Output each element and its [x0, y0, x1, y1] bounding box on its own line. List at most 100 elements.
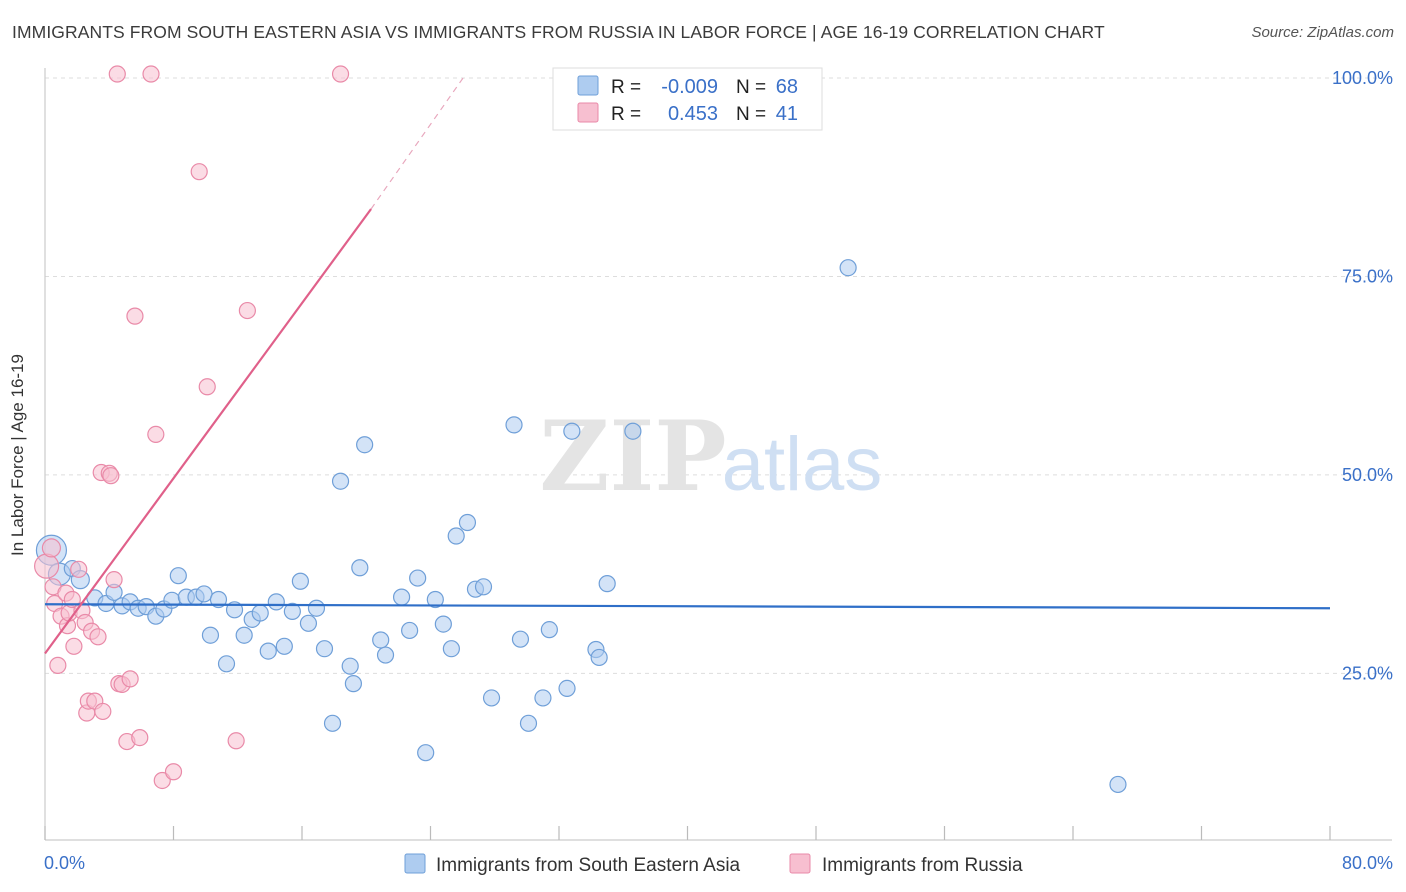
watermark-zip: ZIP: [539, 400, 726, 513]
point-southeast-asia: [323, 714, 342, 732]
point-russia: [105, 571, 123, 589]
legend-label-southeast-asia: Immigrants from South Eastern Asia: [436, 855, 741, 876]
point-russia: [164, 763, 183, 781]
legend-swatch-southeast-asia: [404, 853, 426, 874]
axes: [44, 68, 1392, 841]
y-tick-label: 25.0%: [1342, 663, 1393, 683]
point-russia: [94, 702, 112, 721]
y-tick-label: 100.0%: [1332, 68, 1393, 88]
grid-lines: [45, 77, 1392, 674]
point-southeast-asia: [598, 575, 616, 593]
point-russia: [142, 65, 160, 83]
x-tick-label-max: 80.0%: [1342, 853, 1393, 873]
point-russia: [108, 65, 126, 83]
point-southeast-asia: [447, 527, 465, 545]
series-russia-points: [34, 65, 350, 790]
point-russia: [147, 425, 165, 443]
point-russia: [121, 670, 139, 688]
stats-legend: R = -0.009 N = 68 R = 0.453 N = 41: [552, 67, 823, 131]
point-russia: [49, 656, 67, 674]
point-southeast-asia: [511, 630, 530, 648]
point-southeast-asia: [341, 657, 359, 675]
tick-labels: 25.0% 50.0% 75.0% 100.0% 0.0% 80.0%: [44, 68, 1393, 873]
source-credit: Source: ZipAtlas.com: [1251, 24, 1394, 41]
point-russia: [34, 553, 60, 579]
point-southeast-asia: [163, 591, 181, 609]
point-southeast-asia: [474, 578, 493, 596]
point-southeast-asia: [195, 585, 213, 603]
point-southeast-asia: [417, 744, 435, 762]
trend-line-russia-extension: [370, 73, 467, 210]
legend-label-russia: Immigrants from Russia: [822, 855, 1023, 876]
point-southeast-asia: [283, 602, 301, 621]
point-russia: [331, 65, 350, 83]
point-southeast-asia: [519, 714, 538, 732]
point-southeast-asia: [392, 588, 411, 606]
point-southeast-asia: [259, 642, 277, 660]
point-southeast-asia: [839, 259, 857, 277]
chart-title: IMMIGRANTS FROM SOUTH EASTERN ASIA VS IM…: [12, 22, 1105, 42]
watermark: ZIP atlas: [539, 400, 882, 513]
point-southeast-asia: [291, 572, 309, 590]
stats-r-value: -0.009: [661, 76, 718, 98]
point-southeast-asia: [267, 593, 285, 611]
x-tick-label-min: 0.0%: [44, 853, 85, 873]
point-russia: [102, 467, 120, 485]
point-russia: [126, 307, 144, 325]
point-russia: [65, 637, 83, 655]
point-southeast-asia: [624, 422, 642, 440]
legend-swatch-blue: [577, 75, 599, 96]
point-southeast-asia: [235, 626, 253, 644]
point-southeast-asia: [1109, 775, 1127, 794]
stats-n-label: N =: [736, 104, 766, 125]
point-russia: [131, 729, 149, 747]
point-southeast-asia: [307, 599, 326, 617]
point-southeast-asia: [376, 646, 395, 664]
point-southeast-asia: [590, 648, 608, 667]
watermark-atlas: atlas: [722, 422, 883, 507]
point-southeast-asia: [409, 569, 427, 587]
point-russia: [190, 163, 208, 181]
point-southeast-asia: [209, 590, 228, 609]
trend-line-southeast-asia: [44, 603, 1331, 610]
point-southeast-asia: [356, 436, 374, 454]
point-southeast-asia: [201, 626, 220, 644]
point-southeast-asia: [275, 637, 293, 655]
stats-n-value: 68: [776, 76, 798, 98]
point-southeast-asia: [299, 614, 318, 632]
point-southeast-asia: [351, 559, 369, 577]
point-southeast-asia: [372, 631, 390, 649]
point-southeast-asia: [563, 422, 581, 440]
stats-r-label: R =: [611, 104, 641, 125]
point-southeast-asia: [434, 615, 452, 633]
y-tick-label: 50.0%: [1342, 465, 1393, 485]
stats-n-label: N =: [736, 77, 766, 98]
point-southeast-asia: [217, 655, 236, 673]
point-russia: [89, 628, 107, 646]
point-russia: [227, 732, 245, 750]
stats-r-value: 0.453: [668, 103, 718, 125]
point-southeast-asia: [344, 675, 362, 693]
trend-line-russia: [44, 208, 372, 655]
point-southeast-asia: [442, 640, 460, 658]
point-russia: [70, 560, 88, 578]
bottom-legend: Immigrants from South Eastern Asia Immigr…: [404, 853, 1023, 876]
legend-swatch-russia: [789, 853, 811, 874]
point-southeast-asia: [401, 621, 419, 640]
point-southeast-asia: [251, 604, 269, 622]
stats-r-label: R =: [611, 77, 641, 98]
point-southeast-asia: [505, 416, 523, 434]
point-southeast-asia: [331, 472, 350, 490]
stats-n-value: 41: [776, 103, 798, 125]
point-russia: [198, 378, 216, 396]
point-southeast-asia: [558, 679, 576, 697]
legend-swatch-pink: [577, 102, 599, 123]
series-southeast-asia-points: [35, 259, 1127, 794]
trend-lines: [44, 73, 1331, 655]
point-southeast-asia: [315, 640, 334, 658]
y-tick-label: 75.0%: [1342, 266, 1393, 286]
point-southeast-asia: [426, 590, 444, 609]
point-southeast-asia: [540, 621, 558, 639]
point-southeast-asia: [458, 513, 477, 532]
